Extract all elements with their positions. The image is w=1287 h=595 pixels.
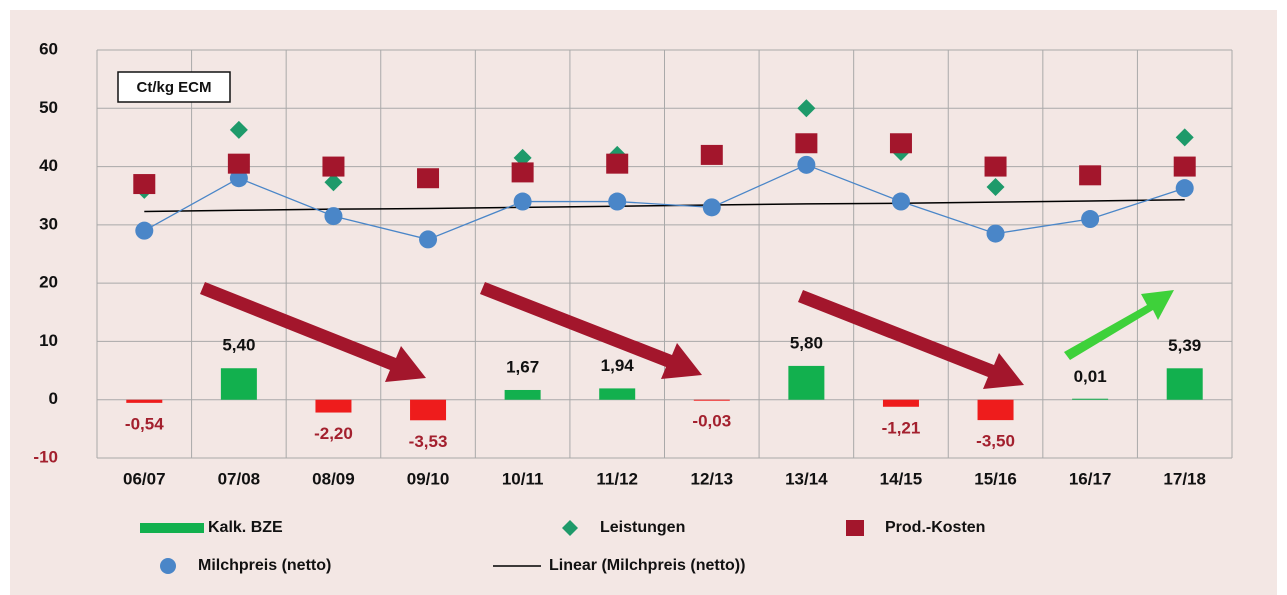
diamond [1175,128,1194,147]
square [227,153,250,174]
bar [504,389,541,400]
bar [126,399,163,403]
data-label: -3,50 [976,432,1015,451]
x-tick-label: 12/13 [691,469,734,488]
diamond [797,99,816,118]
square [795,133,818,154]
data-label: 5,39 [1168,336,1201,355]
point [324,207,343,226]
y-tick-label: 10 [39,331,58,350]
y-tick-label: 40 [39,156,58,175]
annotation: Ct/kg ECM [137,79,212,96]
arrow [200,282,426,382]
x-tick-label: 06/07 [123,469,166,488]
x-tick-label: 10/11 [502,469,544,488]
data-label: -2,20 [314,424,353,443]
x-tick-label: 16/17 [1069,469,1112,488]
y-tick-label: -10 [33,447,58,466]
annotation-box [117,71,231,103]
bar [693,399,730,401]
point [986,224,1005,243]
x-tick-label: 11/12 [596,469,638,488]
square [889,133,912,154]
x-tick-label: 14/15 [880,469,923,488]
legend-label: Linear (Milchpreis (netto)) [549,557,745,574]
bar [977,399,1014,421]
bar [410,399,447,421]
data-label: -0,03 [692,411,731,430]
data-label: 1,67 [506,357,539,376]
point [608,192,627,211]
y-tick-label: 60 [39,39,58,58]
legend-symbol [562,520,578,536]
arrow [798,290,1024,389]
diamond [324,173,343,192]
square [984,156,1007,177]
legend-symbol [160,558,176,574]
point [513,192,532,211]
square [1079,165,1102,186]
background [10,10,1277,595]
marks: -10 0 10 20 30 40 50 60 06/07 07/08 08/09 09/10 10/1… [33,39,1206,488]
square [133,174,156,195]
point [419,230,438,249]
point [229,169,248,188]
bar [882,399,919,407]
x-tick-label: 13/14 [785,469,828,488]
square [511,162,534,183]
data-label: 1,94 [601,356,635,375]
data-label: 5,80 [790,333,823,352]
diamond [229,120,248,139]
x-tick-label: 07/08 [218,469,261,488]
diamond [513,148,532,167]
point [891,192,910,211]
legend: Kalk. BZE Leistungen Prod.-Kosten Milchprei… [140,519,985,574]
x-tick-label: 09/10 [407,469,450,488]
square [322,156,345,177]
bar [220,368,257,400]
data-label: 5,40 [222,336,255,355]
y-tick-label: 50 [39,98,58,117]
arrows [200,282,1174,389]
x-tick-label: 08/09 [312,469,355,488]
legend-label: Prod.-Kosten [885,519,985,536]
data-label: 0,01 [1074,367,1107,386]
point [135,221,154,240]
y-tick-label: 30 [39,214,58,233]
data-label: -1,21 [882,418,921,437]
point [797,155,816,174]
vertical-grid [96,49,1233,459]
legend-symbol [140,523,204,533]
legend-label: Kalk. BZE [208,519,283,536]
line [143,164,1185,241]
square [417,168,440,189]
data-label: -3,53 [409,432,448,451]
bar [315,399,352,413]
point [1081,210,1100,229]
bar [1072,398,1109,400]
data-label: -0,54 [125,414,164,433]
point [702,198,721,217]
arrow [480,282,702,379]
bar [788,365,825,400]
square [1173,156,1196,177]
x-tick-label: 17/18 [1163,469,1206,488]
square [700,144,723,165]
bar [1166,368,1203,400]
arrow [1064,290,1174,360]
diamond [986,177,1005,196]
legend-label: Milchpreis (netto) [198,557,331,574]
y-tick-label: 0 [49,389,58,408]
square [606,153,629,174]
y-tick-label: 20 [39,273,58,292]
point [1175,179,1194,198]
legend-label: Leistungen [600,519,685,536]
legend-symbol [846,520,864,536]
bar [599,388,636,400]
x-tick-label: 15/16 [974,469,1017,488]
